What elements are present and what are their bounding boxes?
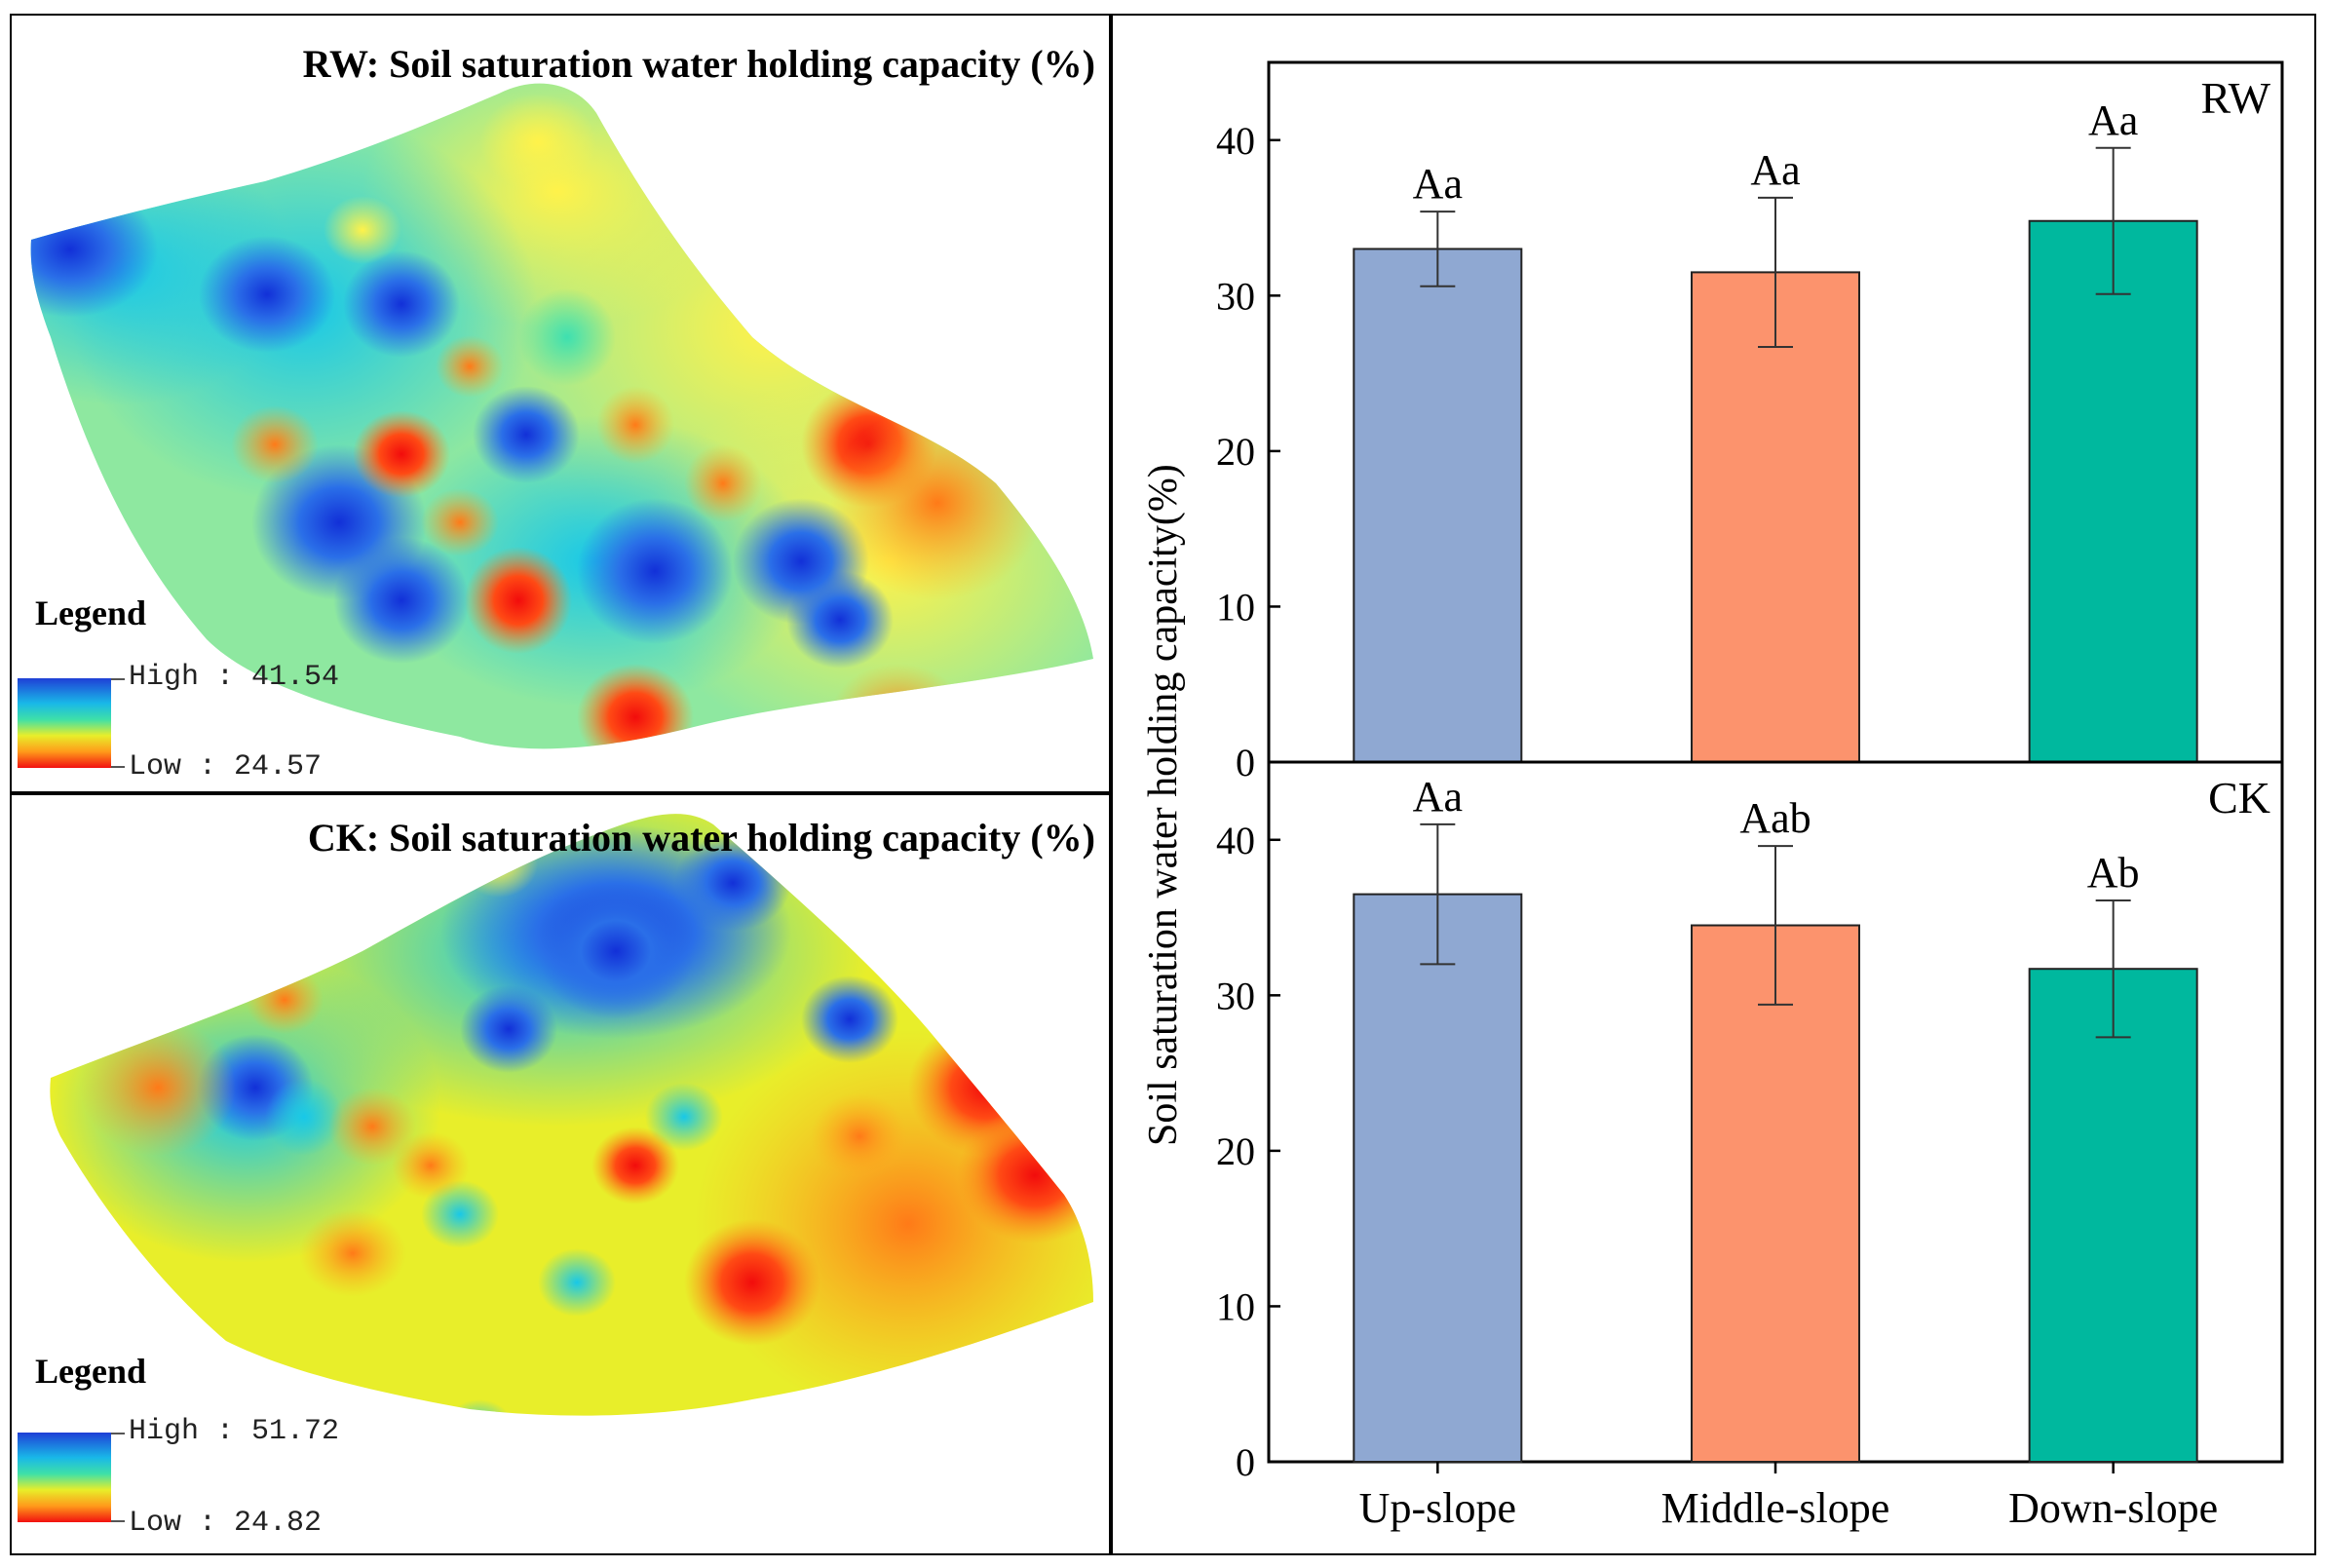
x-tick-label: Down-slope	[2008, 1484, 2218, 1532]
ck-interpolation-map	[50, 814, 1093, 1416]
bar-ck-down-slope	[2028, 968, 2198, 1463]
rw-legend-low: Low : 24.57	[129, 750, 323, 784]
ck-legend-low: Low : 24.82	[129, 1507, 323, 1540]
ck-map-panel: CK: Soil saturation water holding capaci…	[10, 793, 1111, 1555]
y-tick-label: 20	[1216, 1129, 1255, 1173]
y-tick-label: 0	[1236, 741, 1255, 784]
significance-letter: Aa	[2088, 96, 2138, 144]
bar-ck-middle-slope	[1691, 924, 1860, 1463]
x-tick-label: Middle-slope	[1661, 1484, 1890, 1532]
bar-chart-panel: 0 10 20 30 40 RW Aa Aa Aa 0 10 20 30 40 CK Aa Aab Ab Up-sl…	[1111, 14, 2316, 1555]
ck-legend-high: High : 51.72	[129, 1415, 340, 1448]
panel-label-ck: CK	[2208, 773, 2270, 822]
bar-chart: 0 10 20 30 40 RW Aa Aa Aa 0 10 20 30 40 CK Aa Aab Ab Up-sl…	[1216, 60, 2284, 1532]
bar-ck-up-slope	[1353, 893, 1523, 1463]
y-tick-label: 10	[1216, 1284, 1255, 1328]
y-tick-label: 40	[1216, 119, 1255, 163]
rw-legend-high: High : 41.54	[129, 661, 340, 694]
ck-legend-color-ramp	[18, 1433, 125, 1522]
significance-letter: Ab	[2087, 849, 2140, 897]
rw-map-title: RW: Soil saturation water holding capaci…	[302, 42, 1095, 86]
ck-map-title: CK: Soil saturation water holding capaci…	[307, 816, 1095, 860]
rw-interpolation-map	[30, 83, 1093, 749]
y-tick-label: 20	[1216, 430, 1255, 474]
ck-legend-title: Legend	[35, 1352, 147, 1391]
rw-map-panel: RW: Soil saturation water holding capaci…	[10, 14, 1111, 793]
panel-label-rw: RW	[2200, 73, 2270, 123]
bar-rw-down-slope	[2028, 219, 2198, 764]
significance-letter: Aa	[1750, 146, 1800, 194]
significance-letter: Aab	[1739, 794, 1811, 842]
significance-letter: Aa	[1413, 773, 1463, 821]
rw-legend-color-ramp	[18, 678, 125, 768]
y-tick-label: 10	[1216, 585, 1255, 629]
bar-rw-up-slope	[1353, 248, 1523, 763]
rw-legend-title: Legend	[35, 593, 147, 632]
y-axis-label: Soil saturation water holding capacity(%…	[1141, 464, 1186, 1146]
bar-rw-middle-slope	[1691, 271, 1860, 763]
x-tick-label: Up-slope	[1359, 1484, 1516, 1532]
y-tick-label: 30	[1216, 274, 1255, 318]
significance-letter: Aa	[1413, 160, 1463, 208]
y-tick-label: 30	[1216, 974, 1255, 1017]
y-tick-label: 0	[1236, 1440, 1255, 1484]
y-tick-label: 40	[1216, 819, 1255, 862]
